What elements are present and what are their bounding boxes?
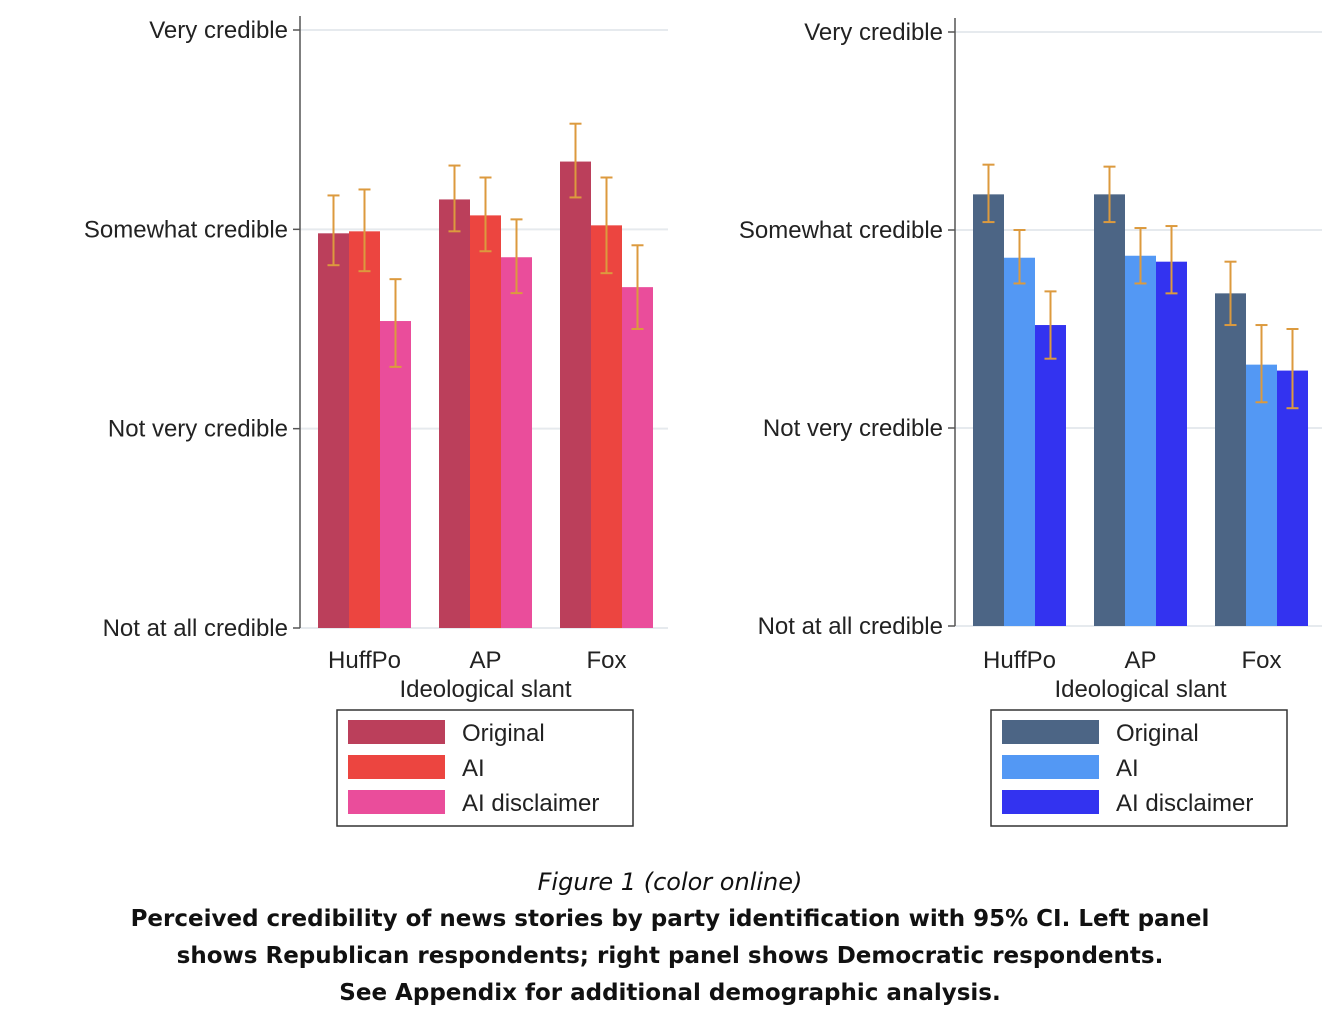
legend-label: Original: [1116, 720, 1199, 747]
y-tick-label: Not very credible: [763, 415, 943, 442]
bar: [1035, 325, 1066, 626]
bar: [591, 225, 622, 628]
legend: Original AI AI disclaimer: [990, 709, 1288, 827]
legend-label: AI: [1116, 755, 1139, 782]
y-tick-label: Not very credible: [108, 416, 288, 443]
y-tick-label: Not at all credible: [103, 615, 288, 642]
legend-label: AI: [462, 755, 485, 782]
bar: [622, 287, 653, 628]
bar: [1125, 255, 1156, 627]
bar: [973, 194, 1004, 627]
legend-swatch: [1002, 720, 1099, 744]
bar: [470, 215, 501, 628]
bar: [1094, 194, 1125, 627]
legend-swatch: [348, 720, 445, 744]
legend-swatch: [1002, 790, 1099, 814]
bar: [1215, 293, 1246, 626]
x-tick-label: HuffPo: [328, 647, 401, 674]
caption-line-1: Perceived credibility of news stories by…: [130, 906, 1210, 932]
y-tick-label: Very credible: [149, 17, 288, 44]
x-tick-label: AP: [1124, 647, 1156, 674]
legend-label: AI disclaimer: [462, 790, 599, 817]
bar: [501, 257, 532, 628]
x-axis-title: Ideological slant: [399, 676, 571, 703]
caption-line-3: See Appendix for additional demographic …: [339, 980, 1001, 1006]
y-tick-label: Not at all credible: [758, 613, 943, 640]
y-tick-label: Somewhat credible: [739, 217, 943, 244]
bar: [318, 233, 349, 628]
bar: [1277, 370, 1308, 626]
chart-panel-2: Not at all credible Not very credible Some…: [739, 18, 1322, 827]
x-tick-label: Fox: [586, 647, 626, 674]
x-tick-label: HuffPo: [983, 647, 1056, 674]
bar: [349, 231, 380, 628]
x-axis-title: Ideological slant: [1054, 676, 1226, 703]
figure-panels: Not at all credible Not very credible Some…: [84, 16, 1322, 827]
bar: [1004, 257, 1035, 626]
y-tick-label: Very credible: [804, 19, 943, 46]
bar: [560, 161, 591, 628]
legend-swatch: [1002, 755, 1099, 779]
figure-label: Figure 1 (color online): [537, 868, 803, 896]
bar: [380, 321, 411, 628]
legend-swatch: [348, 755, 445, 779]
chart-panel-1: Not at all credible Not very credible Some…: [84, 16, 668, 827]
caption-line-2: shows Republican respondents; right pane…: [176, 943, 1164, 969]
legend-label: AI disclaimer: [1116, 790, 1253, 817]
bar: [1246, 364, 1277, 626]
bar: [439, 199, 470, 628]
y-tick-label: Somewhat credible: [84, 216, 288, 243]
legend-label: Original: [462, 720, 545, 747]
x-tick-label: AP: [469, 647, 501, 674]
legend-swatch: [348, 790, 445, 814]
bar: [1156, 261, 1187, 626]
legend: Original AI AI disclaimer: [336, 709, 634, 827]
x-tick-label: Fox: [1241, 647, 1281, 674]
